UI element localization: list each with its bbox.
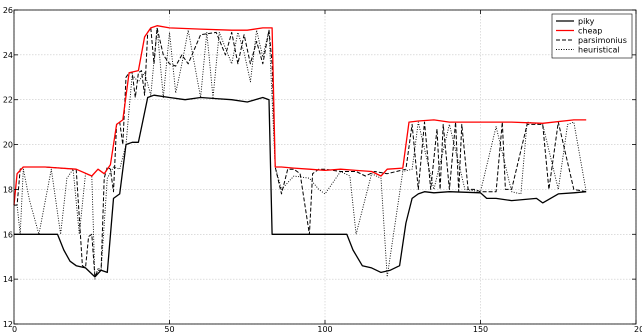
y-tick-label: 18 (3, 185, 13, 194)
legend-label-parsimonius: parsimonius (578, 36, 627, 45)
x-tick-label: 150 (473, 325, 488, 333)
x-tick-label: 50 (164, 325, 174, 333)
y-tick-label: 14 (3, 275, 13, 284)
series-line-piky (14, 94, 587, 278)
y-tick-label: 20 (3, 141, 13, 150)
series-line-cheap (13, 25, 587, 206)
y-tick-label: 16 (3, 230, 13, 239)
legend-label-piky: piky (578, 17, 595, 26)
y-tick-label: 22 (3, 96, 13, 105)
series-line-heuristical (14, 27, 587, 280)
grid (13, 9, 637, 325)
series-line-parsimonius (14, 27, 587, 278)
x-tick-label: 200 (634, 325, 642, 333)
series-lines (13, 25, 587, 280)
legend-label-heuristical: heuristical (578, 46, 620, 55)
y-tick-label: 12 (3, 320, 13, 329)
x-tick-label: 0 (12, 325, 17, 333)
axis-ticks: 0 50 100 150 200 12 14 16 18 20 22 24 26 (3, 6, 642, 333)
y-tick-label: 26 (3, 6, 13, 15)
y-tick-label: 24 (3, 51, 13, 60)
legend-label-cheap: cheap (578, 27, 602, 36)
x-tick-label: 100 (317, 325, 332, 333)
